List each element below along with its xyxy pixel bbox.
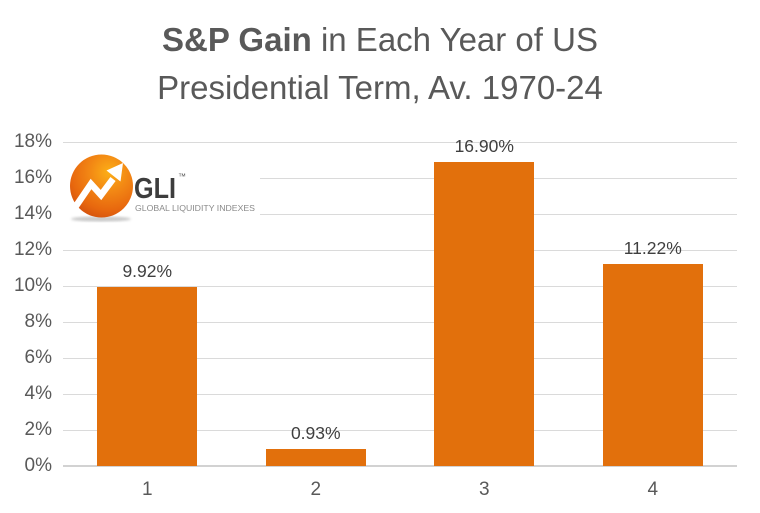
chart-title: S&P Gain in Each Year of US Presidential… xyxy=(0,16,760,112)
y-tick-label: 18% xyxy=(13,131,52,152)
logo-shadow xyxy=(71,216,131,222)
gridline xyxy=(63,357,737,359)
logo-tagline-text: GLOBAL LIQUIDITY INDEXES xyxy=(135,203,255,213)
gridline xyxy=(63,141,737,143)
logo-brand-text: GLI xyxy=(134,173,176,205)
gli-logo: GLI ™ GLOBAL LIQUIDITY INDEXES xyxy=(60,148,260,226)
gridline xyxy=(63,285,737,287)
gridline xyxy=(63,321,737,323)
chart-title-line2: Presidential Term, Av. 1970-24 xyxy=(157,69,603,106)
y-tick-label: 4% xyxy=(24,383,52,404)
x-axis-baseline xyxy=(63,465,737,467)
y-tick-label: 2% xyxy=(24,419,52,440)
y-tick-label: 8% xyxy=(24,311,52,332)
bar xyxy=(265,449,366,466)
chart-title-rest: in Each Year of US xyxy=(311,21,598,58)
bar xyxy=(602,264,703,466)
gridline xyxy=(63,393,737,395)
chart-title-line1: S&P Gain in Each Year of US xyxy=(0,16,760,64)
y-tick-label: 6% xyxy=(24,347,52,368)
x-tick-label: 3 xyxy=(478,479,490,500)
logo-sphere-icon xyxy=(70,154,133,218)
y-tick-label: 12% xyxy=(13,239,52,260)
logo-zigzag-arrow-icon xyxy=(73,177,116,208)
bar-value-label: 0.93% xyxy=(290,423,341,444)
gridline xyxy=(63,249,737,251)
gridline xyxy=(63,177,737,179)
logo-trademark: ™ xyxy=(178,172,186,181)
gli-logo-icon: GLI ™ GLOBAL LIQUIDITY INDEXES xyxy=(60,148,260,226)
x-tick-label: 4 xyxy=(647,479,659,500)
chart-title-bold: S&P Gain xyxy=(162,21,312,58)
bar-value-label: 11.22% xyxy=(623,238,682,259)
bar xyxy=(97,287,198,466)
gridline xyxy=(63,213,737,215)
gridline xyxy=(63,429,737,431)
x-tick-label: 2 xyxy=(310,479,322,500)
y-tick-label: 10% xyxy=(13,275,52,296)
y-tick-label: 16% xyxy=(13,167,52,188)
y-tick-label: 0% xyxy=(24,455,52,476)
x-tick-label: 1 xyxy=(141,479,153,500)
bar xyxy=(434,161,535,466)
bar-value-label: 16.90% xyxy=(454,135,514,156)
bar-value-label: 9.92% xyxy=(122,261,173,282)
y-tick-label: 14% xyxy=(13,203,52,224)
logo-arrowhead-icon xyxy=(106,163,123,182)
